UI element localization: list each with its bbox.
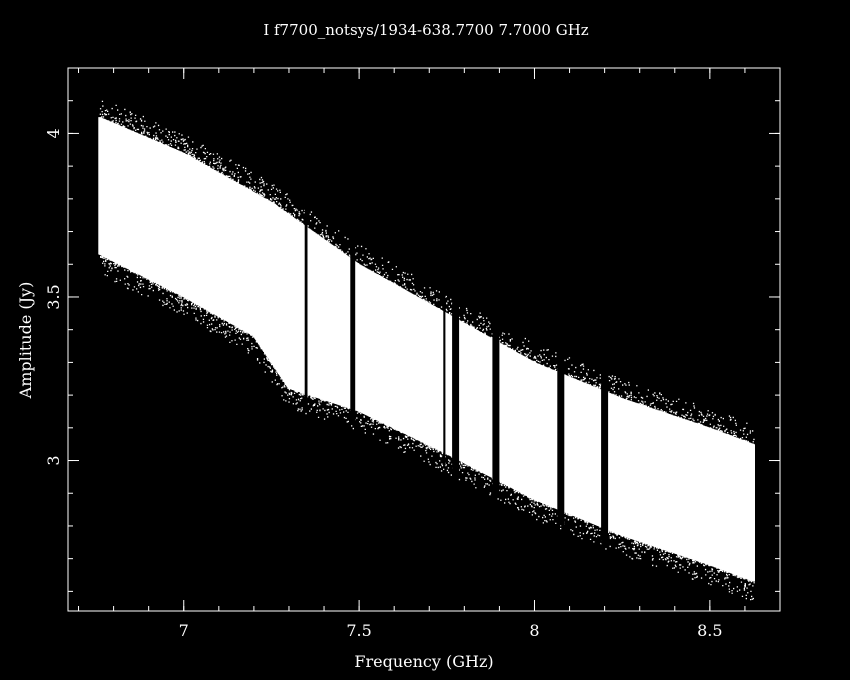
flagged-channel-gap xyxy=(443,295,446,469)
x-tick-label: 7 xyxy=(179,621,189,640)
axis-ticks: 7 7.5 8 8.5 3 3.5 4 xyxy=(44,67,781,640)
x-tick-label: 8.5 xyxy=(697,621,722,640)
flagged-channel-gap xyxy=(492,322,500,495)
data-points xyxy=(98,100,755,601)
flagged-channel-gap xyxy=(304,209,308,411)
data-band xyxy=(98,117,755,582)
x-tick-label: 8 xyxy=(529,621,539,640)
y-axis-label: Amplitude (Jy) xyxy=(16,282,35,400)
y-tick-label: 3.5 xyxy=(44,284,63,309)
flagged-channel-gap xyxy=(557,355,565,526)
flagged-channel-gap xyxy=(350,241,356,425)
x-tick-label: 7.5 xyxy=(346,621,371,640)
plot-frame xyxy=(67,67,781,612)
flagged-channel-gap xyxy=(601,373,609,544)
chart-title: I f7700_notsys/1934-638.7700 7.7000 GHz xyxy=(263,21,588,39)
y-tick-label: 4 xyxy=(44,128,63,138)
y-tick-label: 3 xyxy=(44,455,63,465)
flagged-channel-gap xyxy=(452,299,460,474)
x-axis-label: Frequency (GHz) xyxy=(354,652,493,671)
